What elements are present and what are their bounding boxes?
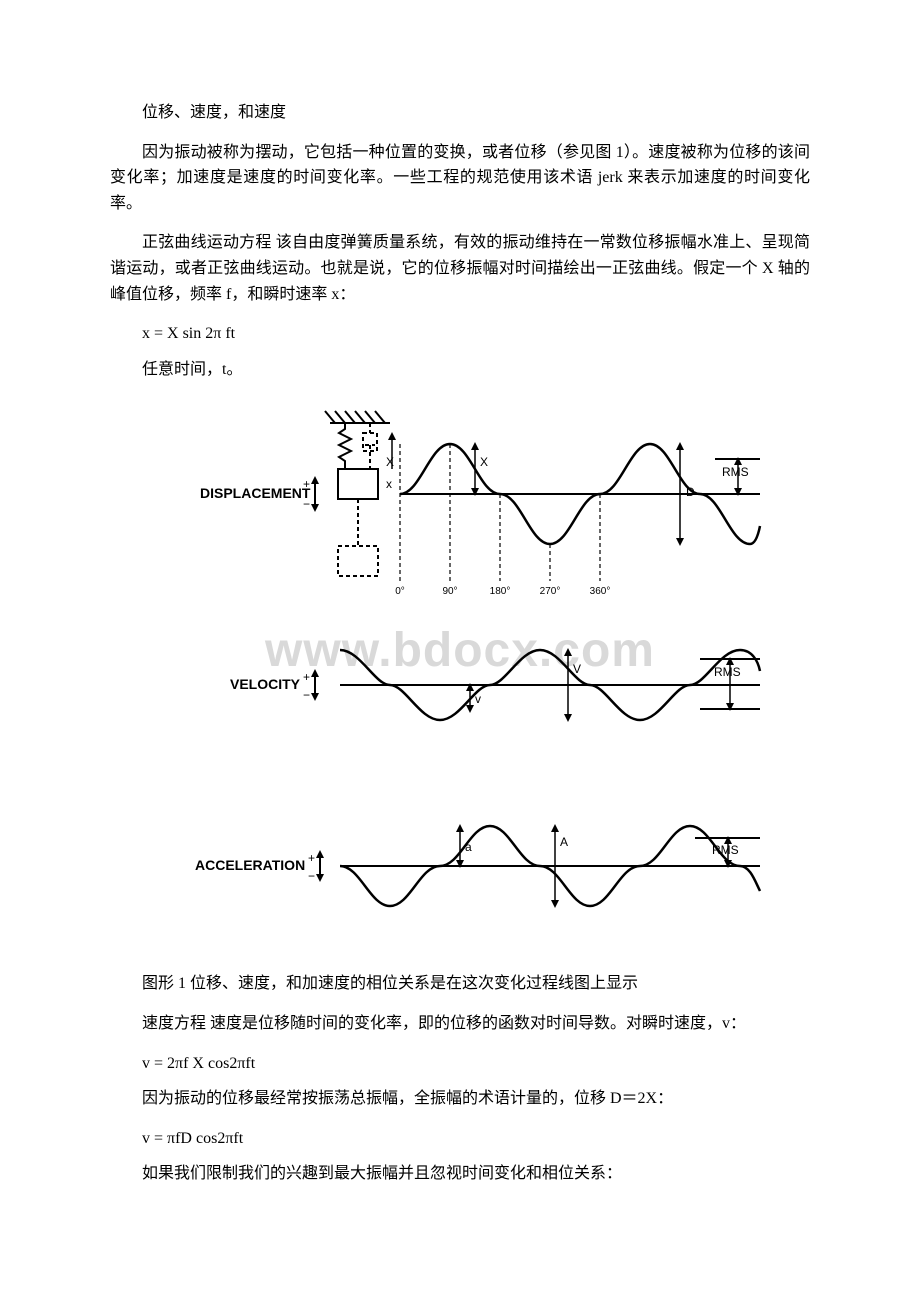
paragraph-intro: 因为振动被称为摆动，它包括一种位置的变换，或者位移（参见图 1）。速度被称为位移…	[110, 140, 810, 217]
paragraph-sine: 正弦曲线运动方程 该自由度弹簧质量系统，有效的振动维持在一常数位移振幅水准上、呈…	[110, 230, 810, 307]
paragraph-time: 任意时间，t。	[110, 357, 810, 383]
svg-text:RMS: RMS	[714, 665, 741, 679]
svg-text:−: −	[303, 497, 310, 511]
svg-text:A: A	[560, 835, 568, 849]
arrow-v-small: v	[466, 683, 481, 713]
paragraph-D: 因为振动的位移最经常按振荡总振幅，全振幅的术语计量的，位移 D＝2X：	[110, 1086, 810, 1112]
xtick-3: 270°	[540, 586, 561, 597]
svg-text:D: D	[686, 485, 695, 499]
equation-v2: v = πfD cos2πft	[110, 1126, 810, 1152]
spring-icon	[339, 423, 351, 469]
svg-text:X: X	[480, 455, 488, 469]
paragraph-velocity: 速度方程 速度是位移随时间的变化率，即的位移的函数对时间导数。对瞬时速度，v：	[110, 1011, 810, 1037]
label-acceleration: ACCELERATION	[195, 857, 305, 873]
plus-minus-arrow-acc: + −	[308, 850, 324, 883]
svg-text:+: +	[303, 670, 310, 684]
svg-text:v: v	[475, 692, 481, 706]
label-velocity: VELOCITY	[230, 676, 301, 692]
equation-x: x = X sin 2π ft	[110, 321, 810, 347]
equation-v1: v = 2πf X cos2πft	[110, 1051, 810, 1077]
svg-text:−: −	[303, 688, 310, 702]
svg-text:−: −	[308, 869, 315, 883]
figure-caption: 图形 1 位移、速度，和加速度的相位关系是在这次变化过程线图上显示	[110, 971, 810, 997]
xtick-0: 0°	[395, 586, 405, 597]
document-page: 位移、速度，和速度 因为振动被称为摆动，它包括一种位置的变换，或者位移（参见图 …	[0, 0, 920, 1261]
panel-acceleration: ACCELERATION + − A	[195, 824, 760, 908]
vibration-diagram: www.bdocx.com	[140, 396, 780, 956]
svg-text:V: V	[573, 662, 581, 676]
xtick-2: 180°	[490, 586, 511, 597]
rms-acc: RMS	[695, 836, 760, 868]
heading: 位移、速度，和速度	[110, 100, 810, 126]
watermark-text: www.bdocx.com	[264, 624, 655, 677]
svg-text:+: +	[308, 851, 315, 865]
mass-icon	[338, 469, 378, 499]
mass-lower-icon	[338, 546, 378, 576]
svg-text:+: +	[303, 477, 310, 491]
figure-1: www.bdocx.com	[110, 396, 810, 961]
svg-text:RMS: RMS	[712, 843, 739, 857]
damper-icon	[363, 423, 377, 469]
label-X-peak: X	[386, 455, 394, 469]
label-displacement: DISPLACEMENT	[200, 485, 311, 501]
xtick-4: 360°	[590, 586, 611, 597]
paragraph-limit: 如果我们限制我们的兴趣到最大振幅并且忽视时间变化和相位关系：	[110, 1161, 810, 1187]
xtick-1: 90°	[442, 586, 457, 597]
svg-text:RMS: RMS	[722, 465, 749, 479]
ground-hatch-icon	[325, 411, 390, 423]
rms-disp: RMS	[715, 457, 760, 496]
label-x-small: x	[386, 477, 392, 491]
svg-text:a: a	[465, 840, 472, 854]
panel-displacement: X x DISPLACEMENT + −	[200, 411, 760, 597]
